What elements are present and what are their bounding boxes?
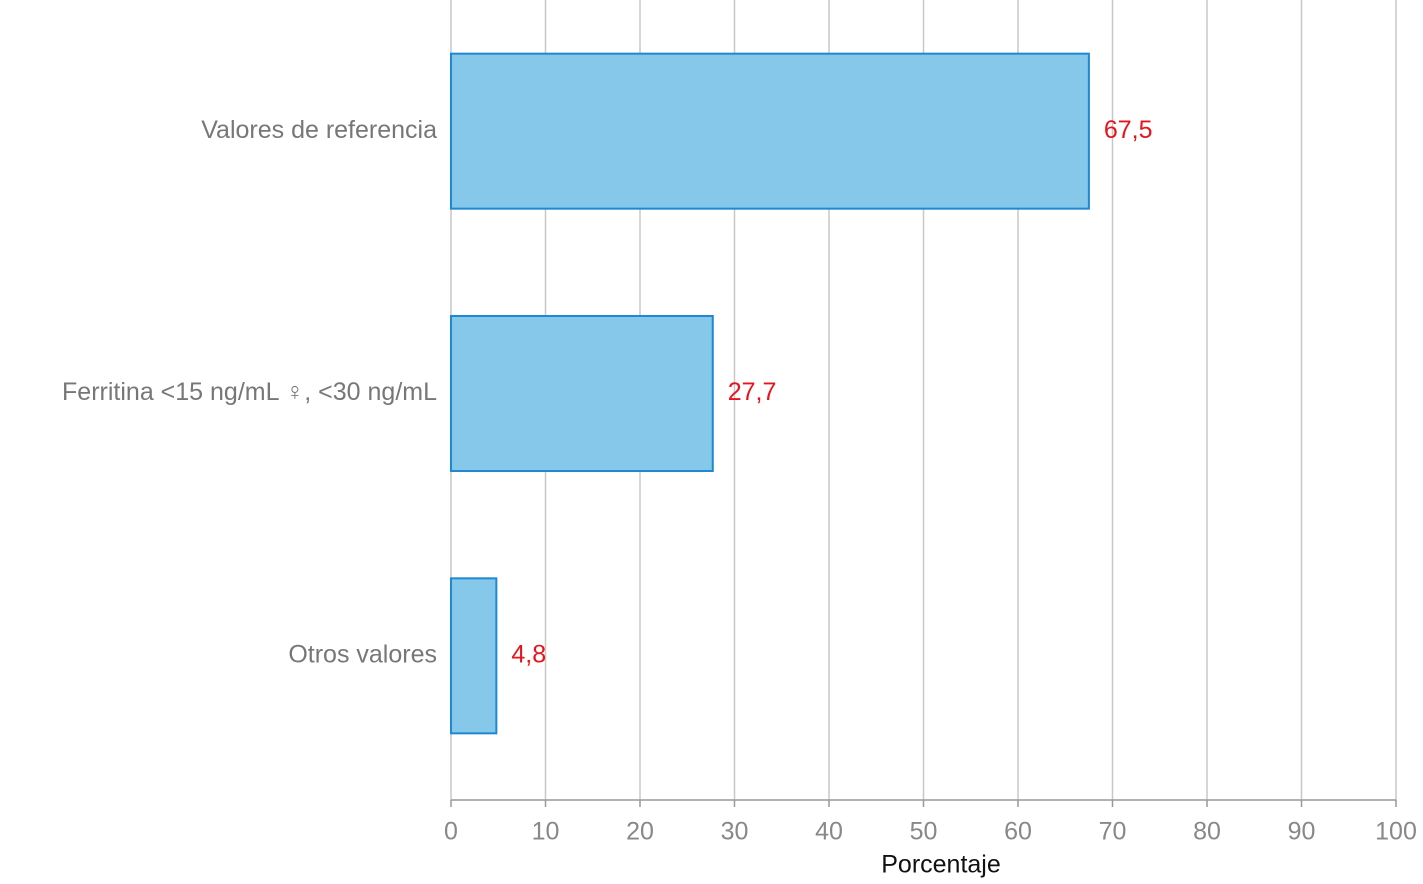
bar — [450, 52, 1090, 210]
value-label: 67,5 — [1104, 116, 1153, 144]
x-tick-label: 80 — [1193, 818, 1221, 846]
y-tick-label: Ferritina <15 ng/mL ♀, <30 ng/mL — [62, 378, 437, 406]
x-axis-title: Porcentaje — [881, 851, 1001, 879]
bar — [450, 315, 714, 472]
x-tick-label: 0 — [444, 818, 458, 846]
value-label: 4,8 — [511, 640, 546, 668]
x-tick-label: 30 — [721, 818, 749, 846]
y-tick-label: Valores de referencia — [201, 116, 437, 144]
bar — [450, 577, 498, 735]
x-tick-label: 100 — [1375, 818, 1417, 846]
x-tick-label: 10 — [532, 818, 560, 846]
x-tick-label: 70 — [1099, 818, 1127, 846]
x-tick-label: 40 — [815, 818, 843, 846]
x-tick-label: 20 — [626, 818, 654, 846]
y-tick-label: Otros valores — [288, 640, 437, 668]
x-tick-label: 90 — [1288, 818, 1316, 846]
value-label: 27,7 — [728, 378, 777, 406]
x-tick-label: 50 — [910, 818, 938, 846]
x-tick-label: 60 — [1004, 818, 1032, 846]
